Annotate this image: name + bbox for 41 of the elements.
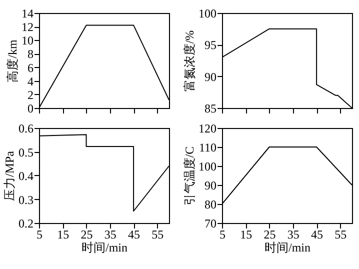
y-tick-label: 90 [204,178,216,192]
y-tick-label: 100 [198,6,216,20]
x-axis-title: 时间/min [81,240,128,254]
x-tick-label: 35 [287,228,300,242]
y-tick-label: 12 [22,20,34,34]
y-tick-label: 0.3 [18,192,34,207]
y-tick-label: 100 [198,160,216,174]
x-tick-label: 45 [128,228,140,242]
x-tick-label: 5 [36,228,42,242]
y-axis-title: 压力/MPa [2,150,16,202]
x-tick-label: 15 [240,228,252,242]
x-tick-label: 55 [152,228,164,242]
y-tick-label: 14 [22,6,34,20]
y-tick-label: 6 [28,60,34,75]
y-tick-label: 8 [28,47,34,62]
x-tick-label: 35 [104,228,116,242]
y-tick-label: 70 [204,216,216,230]
y-tick-label: 4 [28,74,34,88]
y-tick-label: 80 [204,198,216,212]
x-tick-label: 25 [264,228,276,242]
y-axis-title: 引气温度/C [182,146,196,206]
y-tick-label: 0.2 [18,216,34,230]
y-axis-title: 高度/km [6,39,20,82]
y-tick-label: 85 [204,102,216,116]
x-tick-label: 25 [80,228,93,242]
x-tick-label: 55 [334,228,347,242]
y-tick-label: 0.6 [18,122,34,136]
y-tick-label: 120 [198,122,216,136]
x-tick-label: 15 [57,228,70,242]
y-tick-label: 0 [28,102,34,116]
y-tick-label: 95 [204,38,216,52]
y-tick-label: 90 [204,70,216,84]
x-axis-title: 时间/min [264,240,311,254]
y-tick-label: 0.4 [18,169,34,183]
y-tick-label: 110 [198,140,216,154]
y-tick-label: 10 [22,34,34,48]
y-tick-label: 0.5 [18,145,34,160]
y-tick-label: 2 [28,88,34,102]
y-axis-title: 富氮浓度/% [182,30,196,92]
x-tick-label: 5 [220,228,226,242]
x-tick-label: 45 [311,228,324,242]
